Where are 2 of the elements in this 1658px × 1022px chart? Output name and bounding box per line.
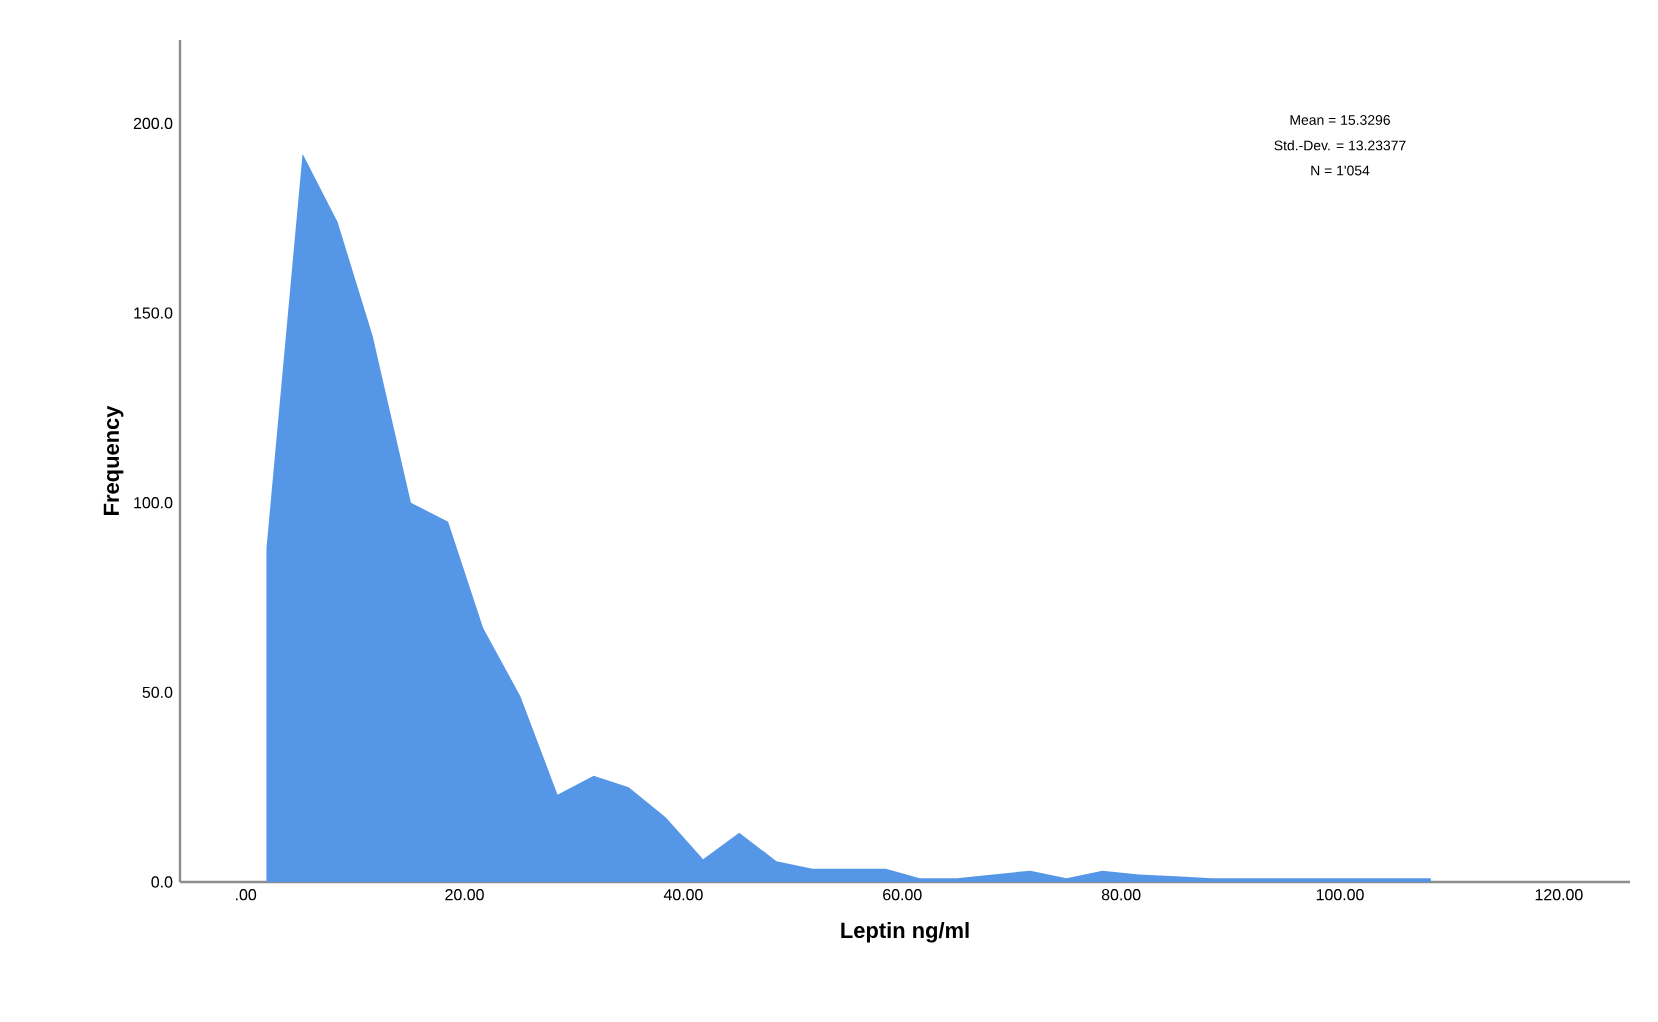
y-axis-title: Frequency (103, 405, 124, 515)
x-axis-title: Leptin ng/ml (841, 922, 969, 943)
